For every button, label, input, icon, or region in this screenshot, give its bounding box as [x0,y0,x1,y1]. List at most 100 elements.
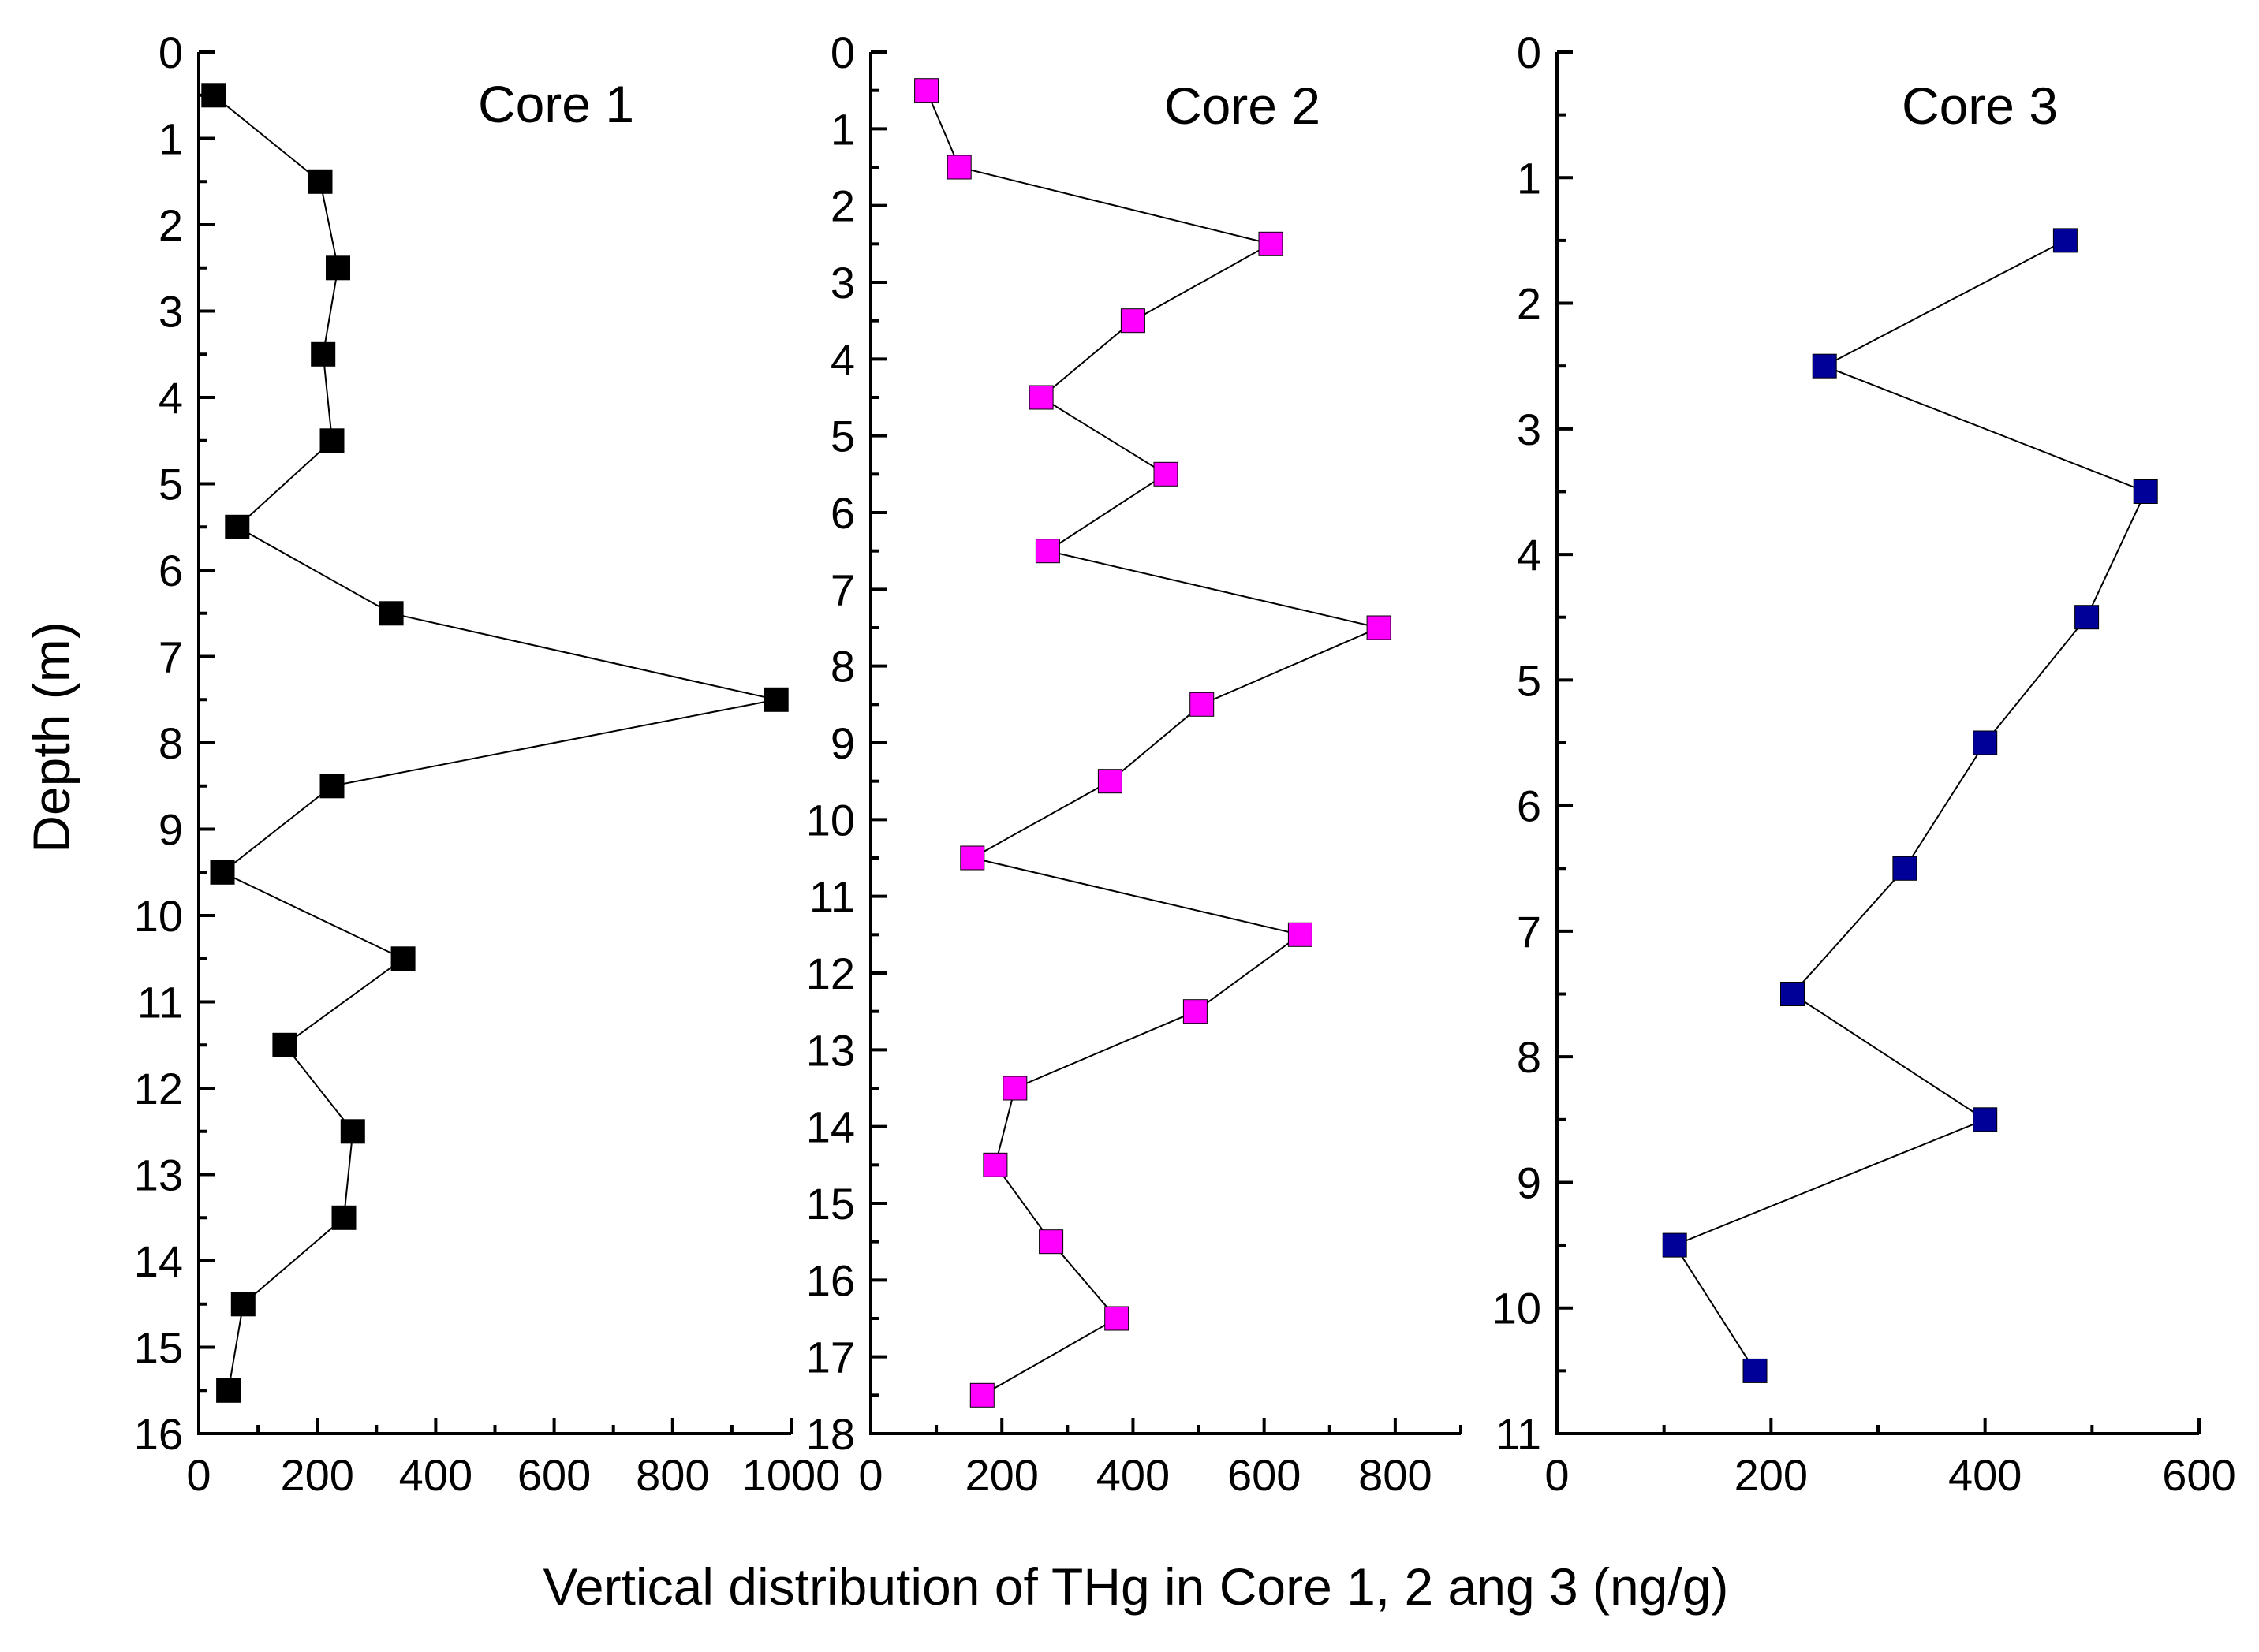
core-3-y-tick-label: 4 [1517,530,1541,580]
core-2-y-tick-label: 14 [806,1102,855,1152]
core-2-x-tick-label: 200 [965,1450,1039,1500]
core-1-series-line [213,95,777,1391]
core-1-y-tick-label: 1 [159,114,183,164]
core-2-y-tick-label: 11 [809,872,855,922]
core-1-data-point [225,514,250,539]
core-2-x-tick-label: 0 [858,1450,883,1500]
core-1-data-point [210,860,235,885]
core-1-data-point [331,1205,357,1230]
core-2-data-point [1182,999,1208,1024]
core-2-data-point [947,155,972,180]
core-2-y-tick-label: 18 [806,1409,855,1459]
core-1-y-tick-label: 12 [134,1064,183,1113]
core-2-data-point [1104,1306,1130,1331]
core-2-y-tick-label: 0 [831,28,855,77]
core-1-y-tick-label: 11 [137,978,183,1027]
core-2-data-point [914,78,939,103]
core-3-y-tick-label: 2 [1517,279,1541,329]
core-1-y-tick-label: 9 [159,805,183,855]
core-2-y-tick-label: 16 [806,1255,855,1305]
core-1-data-point [311,341,336,367]
core-1-x-tick-label: 200 [280,1450,353,1500]
core-1-y-tick-label: 7 [159,632,183,682]
core-3-y-tick-label: 5 [1517,655,1541,705]
core-3-x-tick-label: 200 [1734,1450,1808,1500]
core-2-y-tick-label: 3 [831,258,855,308]
core-3-x-tick-label: 400 [1948,1450,2022,1500]
x-axis-label: Vertical distribution of THg in Core 1, … [543,1557,1729,1616]
core-2-x-tick-label: 400 [1096,1450,1170,1500]
core-2-data-point [983,1152,1008,1177]
core-2-y-tick-label: 6 [831,488,855,538]
core-3-data-point [1812,353,1837,379]
core-2-y-tick-label: 1 [831,104,855,154]
core-1-data-point [308,169,333,194]
core-2-y-tick-label: 12 [806,949,855,998]
core-2-y-tick-label: 9 [831,718,855,768]
core-2-y-tick-label: 10 [806,795,855,845]
y-axis-label: Depth (m) [22,621,80,852]
core-1-data-point [326,255,350,281]
core-2-data-point [1035,539,1060,564]
core-1-y-tick-label: 16 [134,1409,183,1459]
core-3-data-point [1892,856,1917,881]
core-3-y-tick-label: 1 [1517,153,1541,203]
core-1-data-point [319,428,345,453]
core-1-data-point [201,83,226,108]
core-2-data-point [1003,1076,1028,1101]
core-3-y-tick-label: 7 [1517,907,1541,957]
core-1-x-tick-label: 1000 [742,1450,841,1500]
core-2-data-point [969,1382,995,1408]
core-2-y-tick-label: 17 [806,1333,855,1382]
core-1-x-tick-label: 600 [517,1450,591,1500]
core-3-y-tick-label: 6 [1517,781,1541,831]
core-1-x-tick-label: 800 [636,1450,709,1500]
core-1-data-point [379,601,404,626]
core-2-y-tick-label: 13 [806,1025,855,1075]
core-1-y-tick-label: 10 [134,891,183,941]
core-1-y-tick-label: 2 [159,200,183,250]
core-3-x-tick-label: 600 [2162,1450,2235,1500]
core-2-y-tick-label: 7 [831,565,855,614]
core-3-y-tick-label: 11 [1495,1409,1541,1459]
core-3-data-point [1973,730,1998,755]
core-2-title: Core 2 [1164,76,1320,135]
core-1-y-tick-label: 14 [134,1236,183,1286]
core-3-data-point [1973,1107,1998,1132]
core-2-y-tick-label: 2 [831,181,855,231]
core-3-data-point [2074,605,2100,630]
core-1-y-tick-label: 5 [159,460,183,509]
core-2-data-point [960,845,985,871]
core-3-title: Core 3 [1902,76,2058,135]
core-3-series-line [1673,240,2147,1371]
core-2-y-tick-label: 8 [831,642,855,692]
core-3-data-point [1780,982,1805,1006]
core-2-data-point [1029,385,1054,410]
core-1-y-tick-label: 3 [159,287,183,337]
core-2-data-point [1189,692,1215,717]
core-2-x-tick-label: 600 [1227,1450,1301,1500]
core-1-y-tick-label: 0 [159,28,183,77]
core-3-data-point [2133,479,2158,504]
core-2-x-tick-label: 800 [1358,1450,1432,1500]
core-2-y-tick-label: 4 [831,334,855,384]
core-2-y-tick-label: 15 [806,1179,855,1229]
core-3-y-tick-label: 10 [1492,1284,1541,1333]
core-3-y-tick-label: 9 [1517,1158,1541,1207]
core-1-data-point [216,1378,241,1403]
core-3-y-tick-label: 8 [1517,1032,1541,1082]
core-1-x-tick-label: 0 [186,1450,211,1500]
core-2-y-tick-label: 5 [831,412,855,461]
core-1-data-point [764,687,789,712]
core-1-y-tick-label: 8 [159,718,183,768]
core-1-data-point [340,1119,365,1144]
core-1-data-point [319,774,345,799]
core-1-y-tick-label: 6 [159,546,183,595]
core-2-data-point [1097,769,1122,794]
core-2-data-point [1287,922,1312,947]
